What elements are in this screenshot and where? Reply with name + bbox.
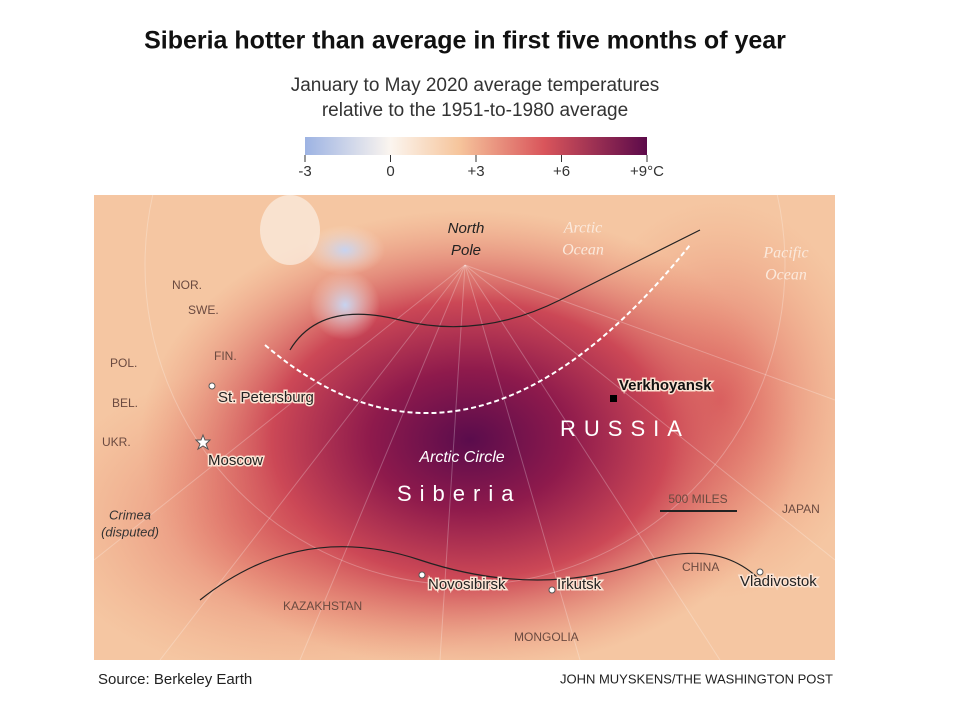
city-marker [610,395,617,402]
map-label: UKR. [102,435,131,449]
color-scale [305,137,647,155]
source: Source: Berkeley Earth [98,671,252,688]
map-label: RUSSIA [560,416,690,441]
map-label: FIN. [214,349,237,363]
credit: JOHN MUYSKENS/THE WASHINGTON POST [560,671,833,686]
map-label: Moscow [208,452,263,469]
map-label: Crimea [109,507,151,522]
map-label: Novosibirsk [428,576,506,593]
map: North Pole Arctic Ocean Pacific Ocean NOR. SWE.… [94,195,835,660]
map-label: Arctic [563,220,603,237]
city-marker [548,586,556,594]
map-label: (disputed) [101,524,159,539]
map-label: CHINA [682,560,719,574]
title: Siberia hotter than average in first fiv… [144,27,786,55]
legend-tick-label: 0 [386,163,394,180]
map-label: POL. [110,356,137,370]
legend-tick-label: +3 [467,163,484,180]
cool-area [310,270,380,340]
border [199,546,761,601]
map-label: NOR. [172,278,202,292]
map-label: Ocean [765,267,807,284]
legend-tick-label: -3 [298,163,311,180]
map-label: Verkhoyansk [619,377,712,394]
coastline [289,229,701,351]
map-label: Pacific [762,245,808,262]
legend-tick-label: +6 [553,163,570,180]
map-label: Vladivostok [740,573,817,590]
city-marker [208,382,216,390]
map-label: MONGOLIA [514,630,579,644]
city-marker [756,568,764,576]
map-label: Pole [451,242,481,259]
heat-area [140,210,800,660]
map-label: 500 MILES [668,492,727,506]
map-label: JAPAN [782,502,820,516]
cool-area [305,225,385,275]
legend: -3 0 +3 +6 +9°C [298,137,664,180]
subtitle: January to May 2020 average temperatures [291,75,660,96]
map-labels: North Pole Arctic Ocean Pacific Ocean NOR. SWE.… [101,220,820,645]
legend-tick-label: +9°C [630,163,664,180]
city-marker [418,571,426,579]
map-label: Irkutsk [557,576,602,593]
arctic-circle [264,244,691,414]
map-label: Siberia [397,481,521,506]
map-label: BEL. [112,396,138,410]
subtitle: relative to the 1951-to-1980 average [322,100,628,121]
map-label: Arctic Circle [418,449,504,466]
capital-marker [194,433,212,451]
map-label: KAZAKHSTAN [283,599,362,613]
cool-area [260,195,320,265]
map-label: St. Petersburg [218,389,314,406]
map-label: North [448,220,485,237]
map-label: SWE. [188,303,219,317]
map-label: Ocean [562,242,604,259]
